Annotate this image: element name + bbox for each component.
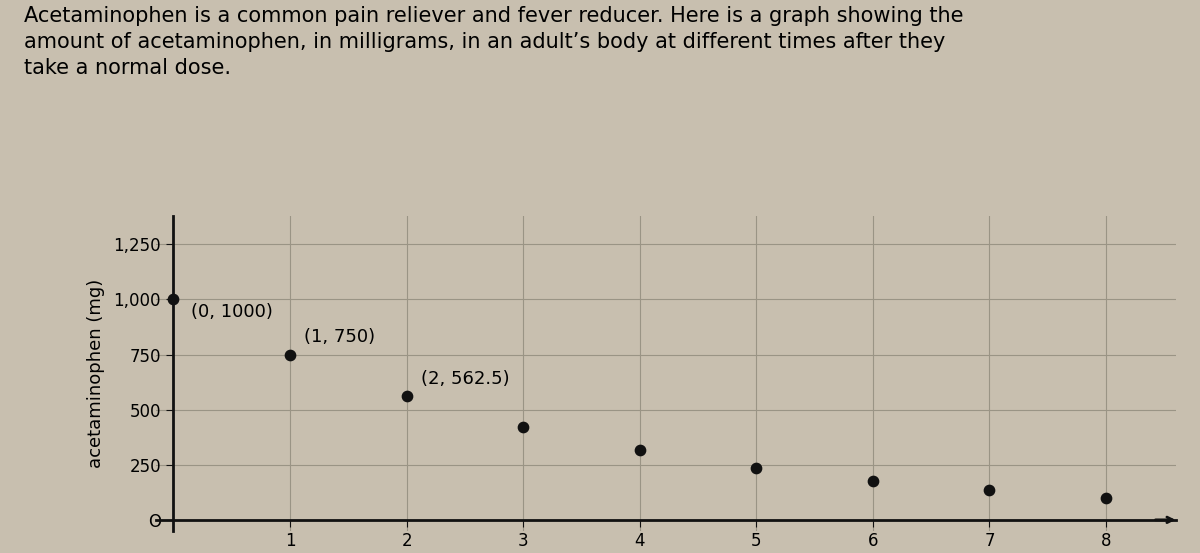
Text: (0, 1000): (0, 1000) [191, 303, 272, 321]
Point [514, 422, 533, 431]
Point [630, 446, 649, 455]
Text: Acetaminophen is a common pain reliever and fever reducer. Here is a graph showi: Acetaminophen is a common pain reliever … [24, 6, 964, 79]
Text: (1, 750): (1, 750) [304, 328, 376, 346]
Point [397, 392, 416, 400]
Text: (2, 562.5): (2, 562.5) [421, 370, 509, 388]
Y-axis label: acetaminophen (mg): acetaminophen (mg) [88, 279, 106, 468]
Point [863, 476, 882, 485]
Point [980, 486, 1000, 495]
Point [746, 463, 766, 472]
Point [281, 350, 300, 359]
Point [164, 295, 184, 304]
Point [1097, 493, 1116, 502]
